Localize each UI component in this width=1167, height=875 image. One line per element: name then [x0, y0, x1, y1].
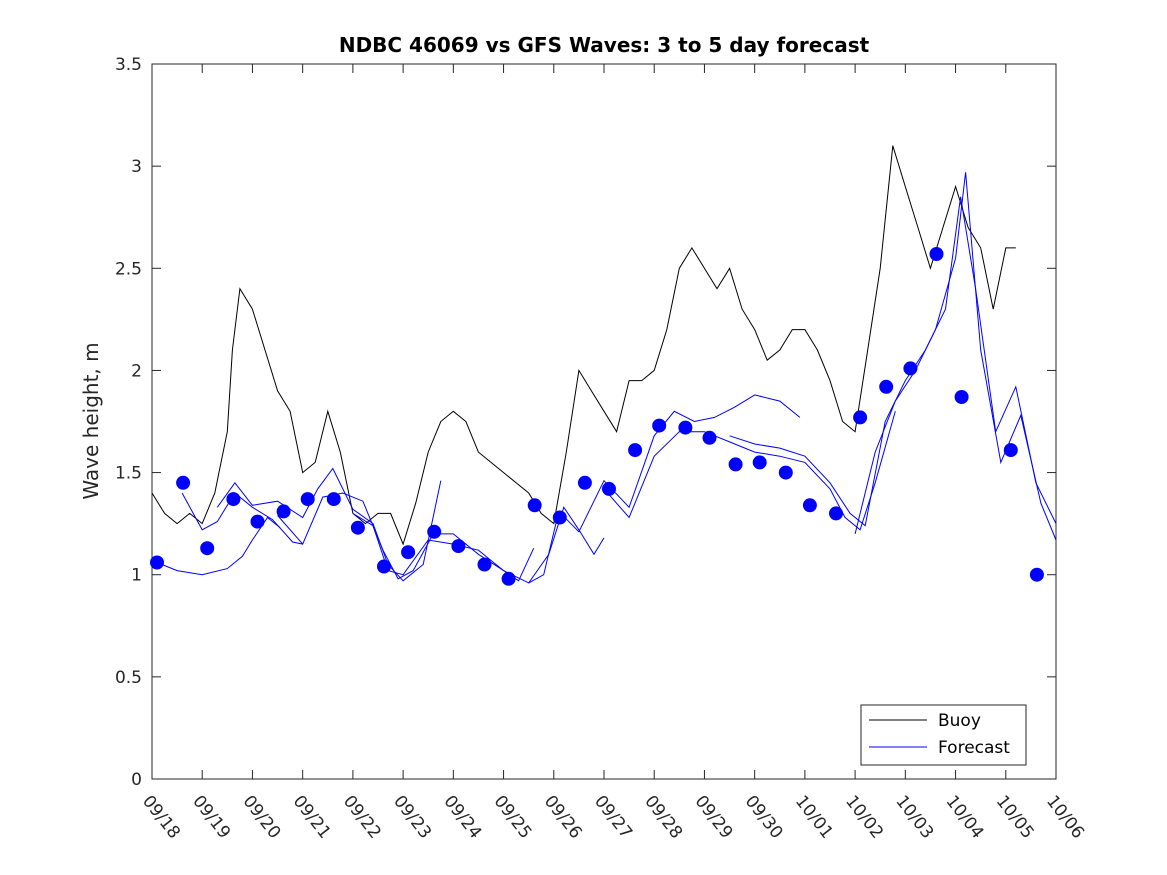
y-tick-label: 3.5 [115, 55, 142, 75]
forecast-marker [427, 524, 442, 539]
forecast-marker [678, 420, 693, 435]
forecast-marker [728, 457, 743, 472]
buoy-line [151, 145, 1016, 546]
forecast-line [277, 492, 535, 582]
forecast-marker [501, 571, 516, 586]
y-tick-label: 2 [131, 361, 142, 381]
y-tick-label: 3 [131, 157, 142, 177]
forecast-line [729, 196, 1057, 527]
forecast-marker [752, 455, 767, 470]
forecast-marker [552, 510, 567, 525]
y-axis-label: Wave height, m [79, 342, 103, 499]
forecast-marker [602, 481, 616, 496]
forecast-marker [802, 498, 817, 513]
forecast-marker [226, 492, 241, 507]
forecast-line [352, 506, 605, 584]
y-tick-label: 1 [131, 566, 142, 586]
forecast-marker [853, 410, 868, 425]
forecast-line [854, 172, 1057, 541]
forecast-marker [451, 539, 466, 554]
forecast-line [603, 411, 896, 531]
y-tick-label: 2.5 [115, 259, 142, 279]
forecast-marker [350, 520, 365, 535]
forecast-marker [527, 498, 542, 513]
forecast-marker [326, 492, 341, 507]
legend-buoy-label: Buoy [938, 711, 981, 731]
forecast-marker [1029, 567, 1044, 582]
forecast-marker [903, 361, 918, 376]
chart-title: NDBC 46069 vs GFS Waves: 3 to 5 day fore… [339, 33, 870, 57]
forecast-marker [300, 492, 315, 507]
forecast-marker [200, 541, 215, 556]
y-tick-label: 0 [131, 770, 142, 790]
forecast-line [216, 467, 442, 582]
forecast-marker [276, 504, 291, 519]
legend-box [860, 704, 1027, 766]
forecast-marker [150, 555, 164, 570]
forecast-marker [377, 559, 391, 574]
y-tick-label: 0.5 [115, 668, 142, 688]
forecast-line [156, 516, 281, 576]
forecast-marker [954, 390, 969, 404]
forecast-marker [829, 506, 843, 521]
forecast-marker [250, 514, 265, 529]
forecast-marker [929, 247, 944, 261]
legend: Buoy Forecast [860, 704, 1027, 766]
forecast-marker [879, 379, 894, 394]
forecast-marker [401, 545, 416, 560]
forecast-marker [1003, 443, 1018, 458]
y-tick-label: 1.5 [115, 464, 142, 484]
forecast-marker [778, 465, 793, 480]
forecast-marker [652, 418, 667, 433]
forecast-marker [477, 557, 492, 572]
forecast-marker [702, 430, 717, 445]
forecast-marker [577, 475, 592, 490]
legend-forecast-label: Forecast [938, 738, 1010, 758]
forecast-marker [176, 475, 191, 490]
forecast-line [181, 492, 303, 545]
forecast-marker [628, 443, 643, 458]
